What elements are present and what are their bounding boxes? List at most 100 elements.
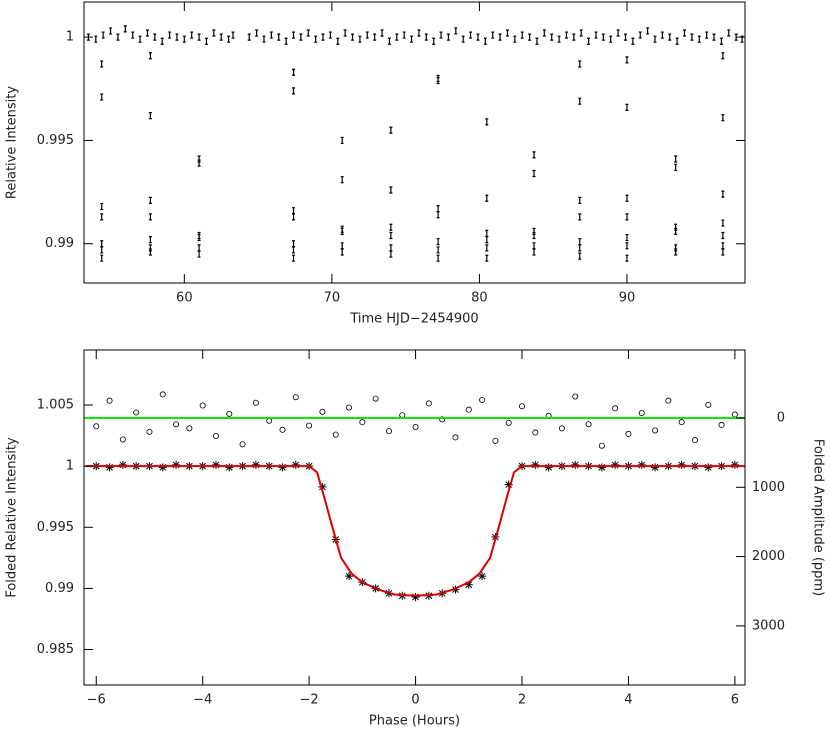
data-point: [389, 186, 393, 194]
x-tick-label: 4: [624, 693, 632, 708]
data-point: [227, 35, 231, 43]
data-point: [109, 27, 113, 35]
residual-point: [146, 428, 153, 435]
residual-point: [106, 397, 113, 404]
y-tick-label: 1.005: [37, 398, 74, 413]
data-point: [712, 33, 716, 41]
data-point: [520, 31, 524, 39]
residual-point: [359, 419, 366, 426]
data-point: [225, 463, 234, 472]
data-point: [292, 213, 296, 221]
data-point: [190, 31, 194, 39]
data-point: [677, 460, 686, 469]
residual-point: [652, 427, 659, 434]
data-point: [432, 37, 436, 45]
y-tick-label: 0.985: [37, 642, 74, 657]
data-point: [148, 196, 152, 204]
data-point: [336, 37, 340, 45]
data-point: [587, 37, 591, 45]
residual-point: [465, 406, 472, 413]
data-point: [100, 240, 104, 248]
data-point: [197, 244, 201, 252]
data-point: [625, 213, 629, 221]
data-point: [340, 248, 344, 256]
residual-point: [519, 403, 526, 410]
data-point: [299, 33, 303, 41]
x-axis-label: Phase (Hours): [369, 714, 460, 729]
data-point: [389, 126, 393, 134]
data-point: [94, 35, 98, 43]
panel: −6 −4 −2 0 2 4 6 0.985 0.99 0.995 1 1.005 0 1000 2000 3…: [5, 349, 826, 729]
residual-point: [705, 401, 712, 408]
residual-point: [279, 426, 286, 433]
y-axis-label: Relative Intensity: [5, 86, 20, 199]
residual-point: [173, 421, 180, 428]
data-point: [306, 29, 310, 37]
y-tick-label: 0.995: [37, 520, 74, 535]
data-point: [727, 29, 731, 37]
residual-point: [212, 433, 219, 440]
residual-point: [119, 436, 126, 443]
residual-point: [239, 441, 246, 448]
data-point: [343, 29, 347, 37]
data-point: [721, 52, 725, 60]
data-point: [660, 31, 664, 39]
data-point: [345, 572, 354, 581]
residual-point: [598, 442, 605, 449]
residual-point: [612, 405, 619, 412]
data-point: [251, 460, 260, 469]
residual-point: [319, 408, 326, 415]
data-point: [578, 252, 582, 260]
data-point: [292, 68, 296, 76]
data-point: [704, 463, 713, 472]
data-point: [148, 112, 152, 120]
data-point: [212, 29, 216, 37]
y-axis-label: Folded Relative Intensity: [5, 437, 20, 598]
residual-point: [306, 422, 313, 429]
residual-point: [678, 419, 685, 426]
model-line: [85, 465, 746, 597]
y2-tick-label: 3000: [752, 618, 785, 633]
residual-point: [492, 437, 499, 444]
data-point: [625, 56, 629, 64]
data-point: [436, 205, 440, 213]
data-point: [160, 37, 164, 45]
residual-point: [665, 397, 672, 404]
y-tick-label: 0.99: [45, 236, 74, 251]
data-point: [255, 29, 259, 37]
data-point: [532, 169, 536, 178]
data-point: [730, 460, 739, 469]
data-point: [148, 248, 152, 256]
residual-point: [252, 399, 259, 406]
data-point: [314, 35, 318, 43]
data-point: [153, 33, 157, 41]
data-point: [292, 254, 296, 262]
data-point: [601, 33, 605, 41]
residual-point: [425, 400, 432, 407]
data-point: [690, 33, 694, 41]
data-point: [719, 37, 723, 45]
residual-point: [332, 431, 339, 438]
data-point: [454, 27, 458, 35]
data-point: [625, 254, 629, 262]
plot-frame: [83, 1, 746, 284]
panel: 60 70 80 90 0.99 0.995 1 Time HJD−2454900 Relati…: [5, 1, 746, 327]
data-point: [123, 25, 127, 33]
y2-tick-label: 1000: [752, 480, 785, 495]
data-point: [464, 580, 473, 589]
data-point: [485, 244, 489, 252]
data-point: [625, 233, 629, 242]
x-tick-label: −4: [193, 693, 212, 708]
data-point: [389, 250, 393, 258]
data-point: [513, 35, 517, 43]
data-point: [485, 254, 489, 262]
data-point: [646, 27, 650, 35]
data-point: [365, 31, 369, 39]
data-point: [351, 33, 355, 41]
x-tick-label: 80: [471, 291, 488, 306]
residual-point: [199, 402, 206, 409]
y-tick-label: 0.99: [45, 581, 74, 596]
y-tick-label: 1: [66, 459, 74, 474]
data-point: [594, 31, 598, 39]
data-point: [469, 31, 473, 39]
